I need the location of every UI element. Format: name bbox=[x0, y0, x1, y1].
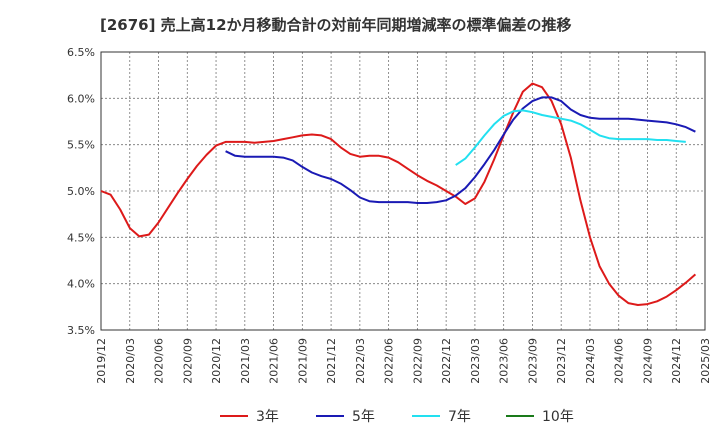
legend-swatch bbox=[220, 415, 248, 417]
x-tick-label: 2021/06 bbox=[268, 338, 281, 384]
series-lines bbox=[100, 82, 697, 306]
x-tick-label: 2021/03 bbox=[239, 338, 252, 384]
legend-item: 10年 bbox=[506, 404, 574, 428]
x-tick-label: 2021/12 bbox=[325, 338, 338, 384]
legend-swatch bbox=[316, 415, 344, 417]
y-tick-label: 4.5% bbox=[67, 231, 95, 244]
legend-label: 10年 bbox=[542, 409, 574, 425]
y-axis-ticks: 6.5% 6.0% 5.5% 5.0% 4.5% 4.0% 3.5% bbox=[67, 46, 95, 337]
x-tick-label: 2022/03 bbox=[354, 338, 367, 384]
legend: 3年 5年 7年 10年 bbox=[0, 404, 720, 428]
y-tick-label: 6.0% bbox=[67, 92, 95, 105]
legend-label: 5年 bbox=[352, 409, 375, 425]
x-tick-label: 2024/06 bbox=[613, 338, 626, 384]
x-tick-label: 2023/06 bbox=[498, 338, 511, 384]
x-tick-label: 2020/06 bbox=[153, 338, 166, 384]
legend-label: 3年 bbox=[256, 409, 279, 425]
y-tick-label: 5.0% bbox=[67, 185, 95, 198]
grid-lines bbox=[101, 52, 705, 330]
legend-item: 7年 bbox=[412, 404, 471, 428]
series-line-5年 bbox=[225, 96, 696, 204]
series-line-3年 bbox=[100, 82, 697, 306]
x-tick-label: 2020/03 bbox=[124, 338, 137, 384]
legend-swatch bbox=[412, 415, 440, 417]
x-tick-label: 2019/12 bbox=[95, 338, 108, 384]
legend-swatch bbox=[506, 415, 534, 417]
x-tick-label: 2021/09 bbox=[296, 338, 309, 384]
x-tick-label: 2022/06 bbox=[383, 338, 396, 384]
y-tick-label: 4.0% bbox=[67, 278, 95, 291]
y-tick-label: 5.5% bbox=[67, 139, 95, 152]
x-axis-ticks: 2019/12 2020/03 2020/06 2020/09 2020/12 2021/… bbox=[95, 338, 712, 384]
x-tick-label: 2020/12 bbox=[210, 338, 223, 384]
legend-item: 5年 bbox=[316, 404, 375, 428]
x-tick-label: 2024/09 bbox=[641, 338, 654, 384]
series-line-7年 bbox=[455, 109, 686, 166]
x-tick-label: 2025/03 bbox=[699, 338, 712, 384]
legend-label: 7年 bbox=[448, 409, 471, 425]
x-tick-label: 2020/09 bbox=[181, 338, 194, 384]
x-tick-label: 2022/09 bbox=[411, 338, 424, 384]
y-tick-label: 6.5% bbox=[67, 46, 95, 59]
x-tick-label: 2023/09 bbox=[526, 338, 539, 384]
x-tick-label: 2022/12 bbox=[440, 338, 453, 384]
y-tick-label: 3.5% bbox=[67, 324, 95, 337]
x-tick-label: 2023/03 bbox=[469, 338, 482, 384]
chart-title: [2676] 売上高12か月移動合計の対前年同期増減率の標準偏差の推移 bbox=[100, 16, 572, 34]
x-tick-label: 2023/12 bbox=[555, 338, 568, 384]
x-tick-label: 2024/12 bbox=[670, 338, 683, 384]
legend-item: 3年 bbox=[220, 404, 279, 428]
x-tick-label: 2024/03 bbox=[584, 338, 597, 384]
